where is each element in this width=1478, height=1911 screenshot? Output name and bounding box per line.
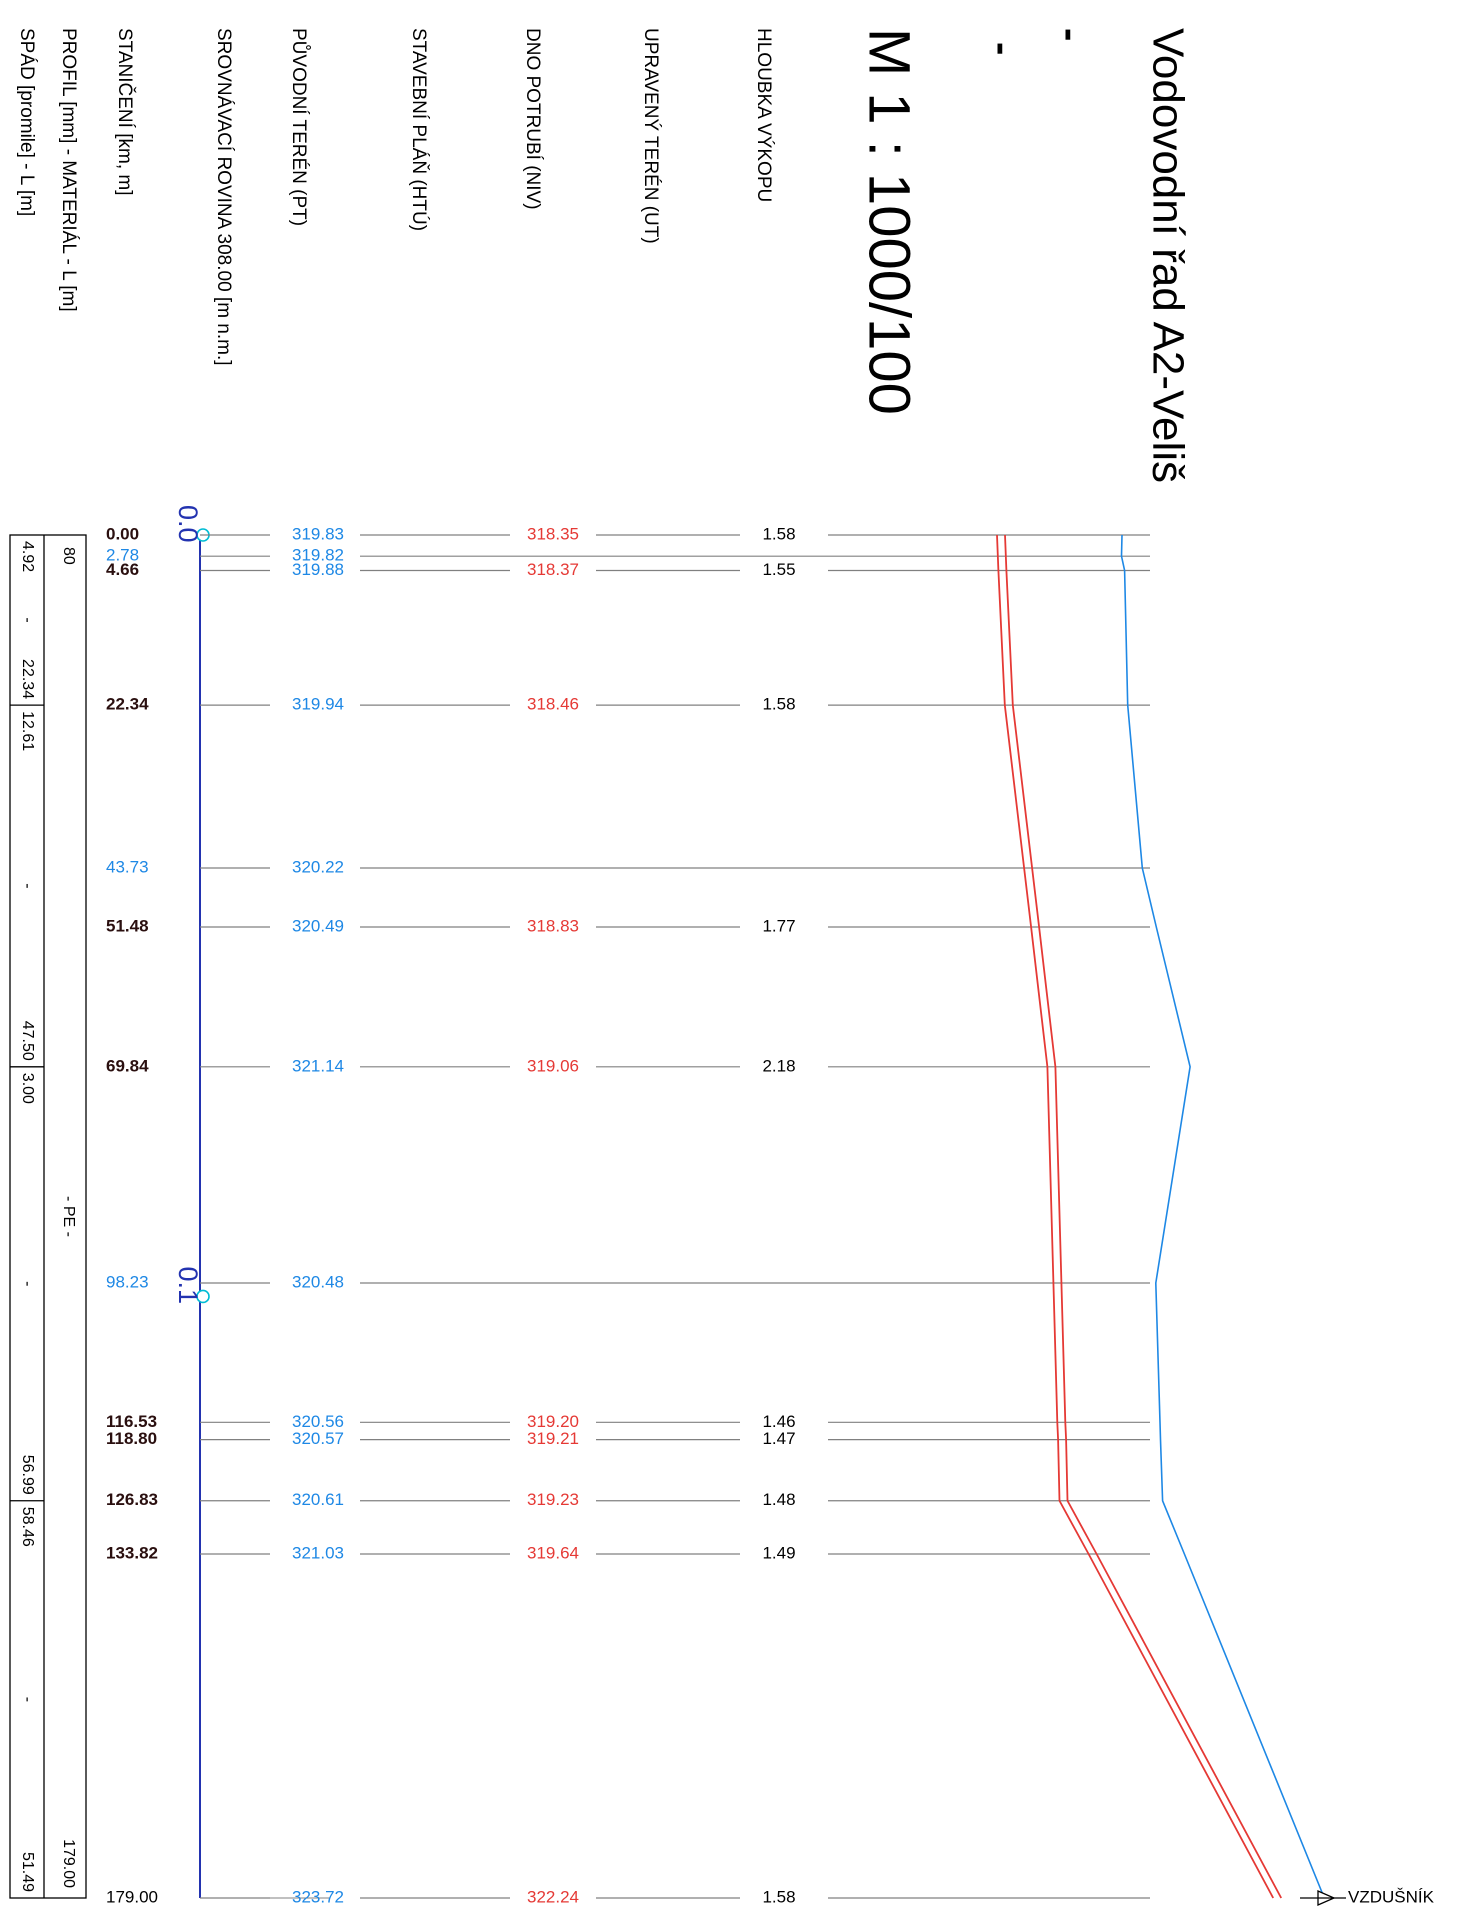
spad-slope: 3.00 <box>19 1073 36 1104</box>
pipe-invert-label: 322.24 <box>527 1887 579 1906</box>
pipe-invert-line <box>996 534 1274 1899</box>
row-label-pt: PŮVODNÍ TERÉN (PT) <box>288 28 310 226</box>
station-label: 118.80 <box>106 1429 157 1448</box>
terrain-elevation-label: 323.72 <box>292 1887 344 1906</box>
trench-depth-label: 1.58 <box>762 1887 795 1906</box>
pipe-invert-label: 318.37 <box>527 560 579 579</box>
trench-depth-label: 1.47 <box>762 1429 795 1448</box>
spad-slope: 58.46 <box>19 1507 36 1547</box>
row-label-niv: DNO POTRUBÍ (NIV) <box>522 28 543 210</box>
station-gridlines <box>200 534 1150 1899</box>
spad-length: 47.50 <box>19 1021 36 1061</box>
row-label-ut: UPRAVENÝ TERÉN (UT) <box>640 28 661 244</box>
spad-length: 56.99 <box>19 1455 36 1495</box>
terrain-elevation-label: 319.88 <box>292 560 344 579</box>
terrain-elevation-label: 320.48 <box>292 1272 344 1291</box>
terrain-elevation-label: 320.22 <box>292 857 344 876</box>
pipe-invert-label: 319.21 <box>527 1429 579 1448</box>
pipe-invert-label: 319.06 <box>527 1056 579 1075</box>
row-label-htu: STAVEBNÍ PLÁŇ (HTÚ) <box>408 28 430 231</box>
station-label: 133.82 <box>106 1543 158 1562</box>
terrain-line <box>1120 534 1326 1899</box>
profile-frame: 0.0 0.1 <box>173 505 330 1899</box>
station-label: 4.66 <box>106 560 139 579</box>
pipe-invert-label: 319.64 <box>527 1543 579 1562</box>
station-label: 179.00 <box>106 1887 158 1906</box>
spad-dash: - <box>19 617 36 622</box>
pipe-diameter: 80 <box>60 547 77 565</box>
station-label: 116.53 <box>106 1412 157 1431</box>
row-label-profil: PROFIL [mm] - MATERIÁL - L [m] <box>58 28 79 312</box>
title-dash: - <box>980 42 1024 55</box>
spad-length: 22.34 <box>19 659 36 699</box>
pipe-invert-label: 318.83 <box>527 916 579 935</box>
terrain-elevation-label: 320.61 <box>292 1490 344 1509</box>
station-label: 98.23 <box>106 1272 149 1291</box>
trench-depth-label: 1.58 <box>762 695 795 714</box>
scale-label: M 1 : 1000/100 <box>857 28 922 415</box>
air-valve-label: VZDUŠNÍK <box>1348 1887 1435 1906</box>
row-label-srov: SROVNÁVACÍ ROVINA 308.00 [m n.m.] <box>213 28 234 366</box>
km-marker-circle <box>196 1289 210 1304</box>
terrain-elevation-label: 319.94 <box>292 695 344 714</box>
station-label: 43.73 <box>106 857 149 876</box>
spad-slope: 12.61 <box>19 711 36 751</box>
row-label-hloubka: HLOUBKA VÝKOPU <box>753 28 774 202</box>
spad-slope: 4.92 <box>19 541 36 572</box>
pipe-invert-label: 319.20 <box>527 1412 579 1431</box>
profile-lines: VZDUŠNÍK <box>996 534 1435 1906</box>
profile-spad-table: 80 - PE - 179.00 4.92 - 22.34 12.61 - 47.50 3.00 -… <box>9 534 87 1899</box>
terrain-elevation-label: 320.57 <box>292 1429 344 1448</box>
row-label-stan: STANIČENÍ [km, m] <box>114 28 136 195</box>
profile-table-frame <box>9 534 87 1899</box>
trench-depth-label: 1.55 <box>762 560 795 579</box>
station-label: 126.83 <box>106 1490 158 1509</box>
terrain-elevation-label: 319.82 <box>292 546 344 565</box>
terrain-elevation-label: 319.83 <box>292 524 344 543</box>
pipe-material: - PE - <box>60 1196 77 1237</box>
drawing-title: Vodovodní řad A2-Veliš <box>1143 28 1192 483</box>
spad-dash: - <box>19 1281 36 1286</box>
terrain-elevation-label: 321.14 <box>292 1056 344 1075</box>
station-values: 0.00 319.83 318.35 1.58 2.78 319.82 4.66 319.88… <box>106 524 796 1906</box>
terrain-elevation-label: 320.49 <box>292 916 344 935</box>
trench-depth-label: 1.77 <box>762 916 795 935</box>
pipe-invert-label: 318.46 <box>527 695 579 714</box>
trench-depth-label: 1.48 <box>762 1490 795 1509</box>
spad-length: 51.49 <box>19 1852 36 1892</box>
trench-depth-label: 2.18 <box>762 1056 795 1075</box>
spad-dash: - <box>19 883 36 888</box>
title-dash: - <box>1048 28 1092 41</box>
pipe-total-length: 179.00 <box>60 1839 77 1888</box>
station-label: 2.78 <box>106 546 139 565</box>
trench-depth-label: 1.49 <box>762 1543 795 1562</box>
station-label: 51.48 <box>106 916 149 935</box>
row-labels: Vodovodní řad A2-Veliš - - M 1 : 1000/100 HL… <box>16 28 1192 483</box>
trench-depth-label: 1.46 <box>762 1412 795 1431</box>
pipe-invert-label: 318.35 <box>527 524 579 543</box>
station-label: 0.00 <box>106 524 139 543</box>
station-label: 22.34 <box>106 695 149 714</box>
km-marker-label: 0.1 <box>173 1266 203 1304</box>
station-label: 69.84 <box>106 1056 149 1075</box>
terrain-elevation-label: 320.56 <box>292 1412 344 1431</box>
terrain-elevation-label: 321.03 <box>292 1543 344 1562</box>
pipe-crown-line <box>1004 534 1282 1899</box>
spad-dash: - <box>19 1697 36 1702</box>
row-label-spad: SPÁD [promile] - L [m] <box>16 28 37 216</box>
trench-depth-label: 1.58 <box>762 524 795 543</box>
pipe-invert-label: 319.23 <box>527 1490 579 1509</box>
km-marker-label: 0.0 <box>173 505 203 543</box>
